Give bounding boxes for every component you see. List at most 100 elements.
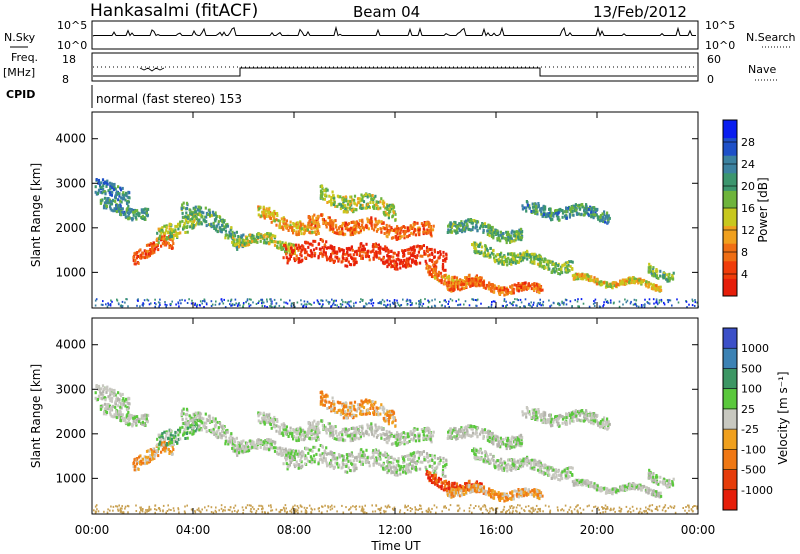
- echo-cell: [273, 415, 276, 419]
- echo-cell: [137, 298, 139, 301]
- echo-cell: [389, 207, 392, 211]
- echo-cell: [626, 299, 629, 302]
- echo-cell: [324, 245, 327, 249]
- echo-cell: [287, 248, 290, 252]
- echo-cell: [409, 304, 412, 307]
- echo-cell: [401, 249, 404, 253]
- echo-cell: [327, 216, 330, 220]
- echo-cell: [339, 195, 342, 199]
- echo-cell: [132, 416, 135, 420]
- echo-cell: [429, 231, 432, 235]
- echo-cell: [197, 411, 200, 415]
- echo-cell: [640, 304, 643, 306]
- echo-cell: [151, 457, 154, 461]
- echo-cell: [375, 203, 378, 207]
- echo-cell: [179, 231, 182, 235]
- freq-panel: Freq. [MHz] 18 8 60 0 Nave: [3, 51, 778, 86]
- echo-cell: [328, 194, 331, 198]
- echo-cell: [146, 461, 149, 465]
- echo-cell: [204, 412, 207, 416]
- echo-cell: [389, 255, 392, 259]
- echo-cell: [146, 255, 149, 259]
- echo-cell: [137, 261, 140, 265]
- echo-cell: [169, 227, 173, 231]
- echo-cell: [242, 233, 245, 237]
- echo-cell: [351, 233, 354, 236]
- echo-cell: [418, 305, 421, 308]
- echo-cell: [404, 226, 407, 230]
- echo-cell: [449, 230, 452, 234]
- echo-cell: [104, 398, 107, 402]
- echo-cell: [349, 253, 352, 257]
- echo-cell: [332, 248, 335, 252]
- echo-cell: [479, 276, 482, 280]
- echo-cell: [394, 230, 397, 234]
- echo-cell: [214, 425, 217, 429]
- echo-cell: [314, 224, 317, 228]
- echo-cell: [618, 305, 621, 308]
- echo-cell: [207, 213, 210, 216]
- echo-cell: [594, 207, 597, 211]
- echo-cell: [539, 289, 542, 292]
- echo-cell: [179, 437, 182, 441]
- echo-cell: [194, 205, 197, 209]
- echo-cell: [172, 436, 176, 440]
- echo-cell: [127, 423, 130, 427]
- echo-cell: [144, 207, 147, 211]
- echo-cell: [277, 425, 280, 429]
- echo-cell: [381, 247, 384, 251]
- echo-cell: [306, 241, 310, 245]
- echo-cell: [179, 426, 182, 430]
- echo-cell: [380, 258, 383, 262]
- echo-cell: [170, 450, 173, 454]
- echo-cell: [107, 403, 110, 406]
- echo-cell: [164, 240, 167, 244]
- echo-cell: [123, 193, 126, 197]
- echo-cell: [257, 411, 260, 415]
- echo-cell: [484, 225, 487, 228]
- echo-cell: [369, 221, 373, 225]
- echo-cell: [531, 202, 534, 206]
- echo-cell: [331, 230, 335, 233]
- echo-cell: [130, 423, 133, 427]
- echo-cell: [508, 260, 511, 264]
- echo-cell: [380, 221, 383, 225]
- echo-cell: [180, 207, 183, 211]
- echo-cell: [632, 303, 635, 306]
- echo-cell: [534, 212, 537, 215]
- echo-cell: [503, 286, 506, 290]
- echo-cell: [298, 259, 301, 263]
- echo-cell: [420, 222, 423, 226]
- y-tick-label: 2000: [55, 221, 86, 235]
- echo-cell: [261, 304, 264, 307]
- echo-cell: [332, 203, 335, 207]
- echo-cell: [205, 211, 208, 215]
- echo-cell: [148, 243, 151, 247]
- echo-cell: [550, 304, 553, 307]
- echo-cell: [347, 253, 350, 257]
- echo-cell: [501, 259, 504, 263]
- echo-cell: [149, 242, 152, 246]
- echo-cell: [494, 300, 496, 303]
- echo-cell: [523, 206, 526, 210]
- echo-cell: [134, 421, 137, 425]
- echo-cell: [236, 242, 239, 246]
- echo-cell: [289, 246, 293, 250]
- echo-cell: [227, 299, 229, 302]
- echo-cell: [269, 232, 272, 236]
- echo-cell: [276, 212, 279, 215]
- echo-cell: [597, 217, 600, 221]
- echo-cell: [471, 221, 474, 224]
- echo-cell: [359, 226, 362, 230]
- echo-cell: [375, 229, 379, 233]
- echo-cell: [527, 282, 530, 286]
- echo-cell: [328, 200, 331, 204]
- echo-cell: [655, 298, 658, 301]
- echo-cell: [427, 270, 430, 274]
- echo-cell: [490, 251, 493, 255]
- echo-cell: [575, 273, 579, 277]
- echo-cell: [214, 219, 217, 223]
- echo-cell: [123, 210, 126, 214]
- echo-cell: [109, 390, 112, 394]
